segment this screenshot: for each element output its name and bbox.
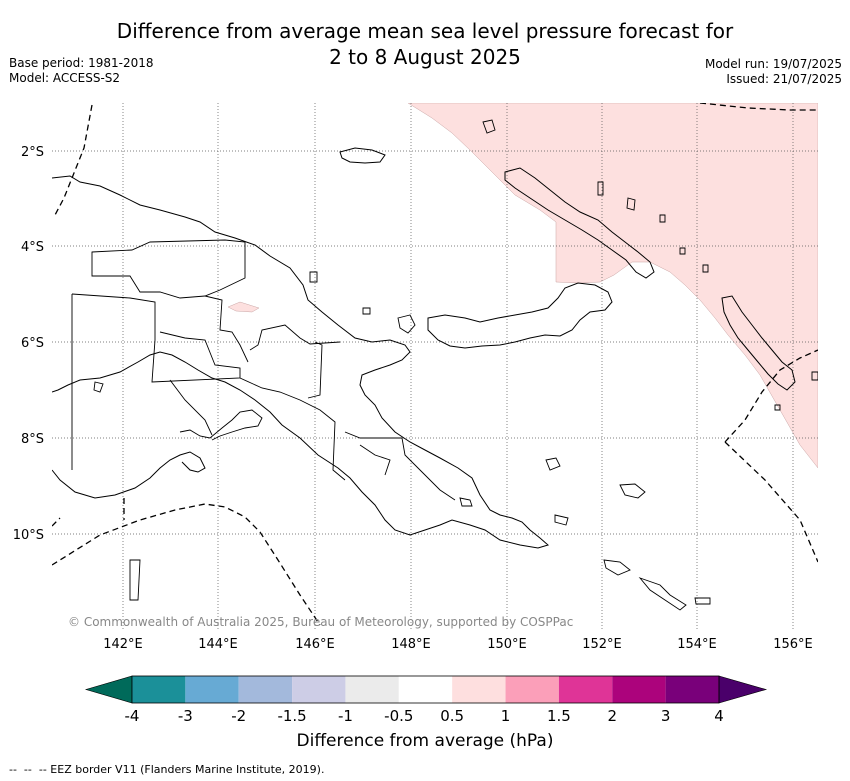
meta-right: Model run: 19/07/2025 Issued: 21/07/2025 bbox=[705, 57, 842, 87]
lon-label-142e: 142°E bbox=[103, 637, 143, 652]
lon-label-154e: 154°E bbox=[677, 637, 717, 652]
southern-coast bbox=[52, 451, 206, 499]
colorbar-segment bbox=[345, 676, 399, 703]
eez-legend-label: -- EEZ border V11 (Flanders Marine Insti… bbox=[38, 763, 325, 776]
manus-island bbox=[339, 147, 386, 164]
colorbar-title: Difference from average (hPa) bbox=[296, 731, 554, 751]
colorbar: -4 -3 -2 -1.5 -1 -0.5 0.5 1 1.5 2 3 4 bbox=[84, 675, 768, 725]
fly-delta bbox=[179, 409, 263, 441]
lon-label-152e: 152°E bbox=[582, 637, 622, 652]
colorbar-tick-label: 2 bbox=[607, 707, 617, 725]
colorbar-border bbox=[131, 675, 720, 704]
model-run-text: Model run: 19/07/2025 bbox=[704, 57, 842, 71]
colorbar-segment bbox=[238, 676, 293, 703]
eez-legend-dash: -- -- bbox=[9, 763, 39, 776]
lat-label-10s: 10°S bbox=[13, 528, 44, 543]
map-content bbox=[52, 103, 818, 629]
colorbar-segment bbox=[398, 676, 453, 703]
lon-label-148e: 148°E bbox=[391, 637, 431, 652]
colorbar-segment bbox=[665, 676, 719, 703]
colorbar-segment bbox=[292, 676, 346, 703]
lat-label-6s: 6°S bbox=[21, 336, 44, 351]
lon-label-146e: 146°E bbox=[295, 637, 335, 652]
lat-label-4s: 4°S bbox=[21, 240, 44, 255]
lon-label-156e: 156°E bbox=[773, 637, 813, 652]
new-britain-island bbox=[427, 282, 613, 349]
model-text: Model: ACCESS-S2 bbox=[9, 71, 121, 85]
copyright-text: © Commonwealth of Australia 2025, Bureau… bbox=[68, 615, 573, 629]
colorbar-extend-low bbox=[84, 675, 133, 704]
colorbar-tick-label: 0.5 bbox=[440, 707, 464, 725]
positive-anomaly-region bbox=[407, 103, 818, 469]
colorbar-segment bbox=[612, 676, 666, 703]
base-period-text: Base period: 1981-2018 bbox=[9, 56, 154, 70]
eez-legend-text: -- -- -- EEZ border V11 (Flanders Marine… bbox=[9, 763, 324, 776]
colorbar-tick-label: -3 bbox=[178, 707, 193, 725]
colorbar-tick-label: 1.5 bbox=[547, 707, 571, 725]
new-guinea-coastline bbox=[52, 175, 550, 549]
colorbar-tick-label: -1 bbox=[338, 707, 353, 725]
boundaries bbox=[71, 239, 456, 501]
lat-label-2s: 2°S bbox=[21, 145, 44, 160]
colorbar-segment bbox=[185, 676, 239, 703]
bougainville-island bbox=[721, 295, 796, 391]
colorbar-tick-label: 4 bbox=[714, 707, 724, 725]
lon-label-150e: 150°E bbox=[487, 637, 527, 652]
colorbar-segment bbox=[452, 676, 506, 703]
colorbar-tick-label: -4 bbox=[125, 707, 140, 725]
eez-borders bbox=[52, 103, 818, 626]
lon-labels: 142°E 144°E 146°E 148°E 150°E 152°E 154°… bbox=[103, 637, 813, 652]
colorbar-tick-label: 3 bbox=[661, 707, 671, 725]
chart-title-line2: 2 to 8 August 2025 bbox=[329, 45, 521, 69]
colorbar-segment bbox=[505, 676, 559, 703]
issued-text: Issued: 21/07/2025 bbox=[726, 72, 842, 86]
new-ireland-island bbox=[504, 167, 655, 279]
lat-label-8s: 8°S bbox=[21, 432, 44, 447]
lon-label-144e: 144°E bbox=[198, 637, 238, 652]
meta-left: Base period: 1981-2018 Model: ACCESS-S2 bbox=[9, 56, 154, 86]
lat-labels: 2°S 4°S 6°S 8°S 10°S bbox=[13, 145, 44, 543]
colorbar-tick-label: -0.5 bbox=[384, 707, 413, 725]
chart-title-line1: Difference from average mean sea level p… bbox=[116, 19, 734, 43]
colorbar-tick-label: -2 bbox=[231, 707, 246, 725]
chart-title: Difference from average mean sea level p… bbox=[0, 18, 850, 70]
small-anomaly-patch bbox=[227, 301, 260, 313]
small-islands bbox=[93, 119, 818, 611]
colorbar-segment bbox=[132, 676, 186, 703]
graticule bbox=[52, 103, 818, 629]
colorbar-extend-high bbox=[718, 675, 768, 704]
colorbar-tick-label: 1 bbox=[501, 707, 511, 725]
colorbar-segment bbox=[558, 676, 613, 703]
colorbar-tick-label: -1.5 bbox=[277, 707, 306, 725]
